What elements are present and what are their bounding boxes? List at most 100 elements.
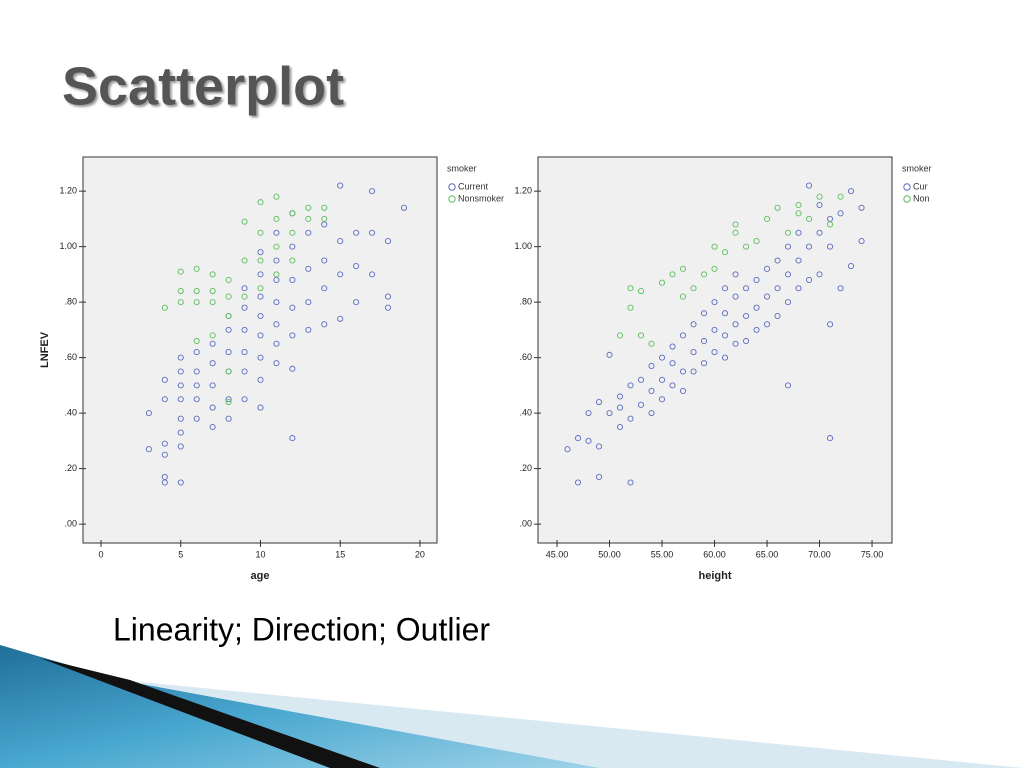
point: [209, 332, 216, 339]
point: [648, 410, 655, 417]
point: [289, 304, 296, 311]
point: [763, 215, 771, 222]
point: [289, 243, 296, 250]
point: [627, 304, 634, 311]
point: [225, 396, 232, 403]
point: [257, 257, 264, 264]
point: [225, 398, 232, 406]
x-axis-label: age: [251, 570, 270, 582]
point: [627, 285, 634, 292]
point: [289, 332, 296, 339]
point: [805, 215, 813, 222]
point: [669, 360, 676, 367]
point: [305, 265, 312, 272]
point: [177, 396, 184, 403]
point: [816, 193, 823, 200]
point: [742, 337, 750, 345]
point: [193, 396, 200, 403]
point: [837, 285, 844, 292]
point: [209, 404, 216, 411]
point: [637, 287, 645, 295]
point: [585, 410, 592, 417]
y-tick-label: .00: [519, 519, 532, 529]
x-tick-label: 50.00: [598, 549, 621, 559]
point: [337, 238, 344, 245]
point: [305, 204, 312, 211]
point: [805, 182, 813, 189]
point: [209, 287, 216, 295]
point: [585, 437, 592, 444]
point: [273, 193, 280, 200]
point: [795, 285, 802, 292]
point: [273, 271, 280, 278]
point: [177, 415, 184, 422]
point: [193, 287, 200, 295]
point: [700, 337, 708, 345]
point: [257, 312, 264, 320]
y-tick-label: .80: [64, 297, 77, 307]
y-tick-label: .20: [64, 463, 77, 473]
point: [161, 440, 168, 447]
point: [858, 238, 865, 245]
point: [177, 354, 184, 361]
point: [289, 229, 296, 236]
y-tick-label: .80: [519, 297, 532, 307]
point: [241, 285, 248, 292]
point: [177, 429, 184, 436]
point: [721, 310, 729, 317]
point: [679, 368, 687, 375]
point: [679, 387, 687, 394]
legend-marker: [448, 195, 456, 203]
point: [784, 271, 792, 278]
x-tick-label: 0: [99, 549, 104, 559]
point: [606, 410, 613, 417]
point: [784, 229, 792, 236]
point: [732, 221, 739, 228]
point: [574, 435, 582, 442]
point: [225, 276, 232, 283]
point: [321, 204, 328, 211]
point: [289, 435, 296, 442]
point: [225, 349, 232, 356]
point: [700, 310, 708, 317]
point: [616, 332, 624, 339]
point: [177, 443, 184, 450]
point: [837, 210, 844, 217]
point: [753, 238, 760, 245]
point: [257, 271, 264, 278]
x-tick-label: 15: [335, 549, 345, 559]
point: [627, 415, 634, 422]
point: [795, 229, 802, 236]
point: [241, 304, 248, 311]
x-tick-label: 10: [255, 549, 265, 559]
point: [606, 351, 613, 358]
point: [679, 293, 687, 300]
point: [784, 243, 792, 250]
legend-marker: [903, 195, 911, 203]
point: [742, 312, 750, 320]
point: [400, 204, 408, 211]
point: [209, 360, 216, 367]
decor-sliver: [40, 658, 380, 768]
point: [732, 340, 739, 347]
point: [616, 393, 624, 400]
point: [795, 210, 802, 217]
point: [161, 396, 168, 403]
point: [742, 285, 750, 292]
point: [637, 332, 645, 339]
y-tick-label: .20: [519, 463, 532, 473]
point: [273, 299, 280, 306]
point: [847, 188, 855, 195]
point: [595, 443, 603, 450]
x-tick-label: 65.00: [756, 549, 779, 559]
point: [241, 368, 248, 375]
point: [305, 299, 312, 306]
point: [384, 304, 392, 311]
point: [826, 243, 834, 250]
point: [732, 293, 739, 300]
point: [209, 340, 216, 347]
point: [161, 473, 168, 481]
point: [305, 229, 312, 236]
point: [763, 293, 771, 300]
point: [826, 321, 834, 328]
